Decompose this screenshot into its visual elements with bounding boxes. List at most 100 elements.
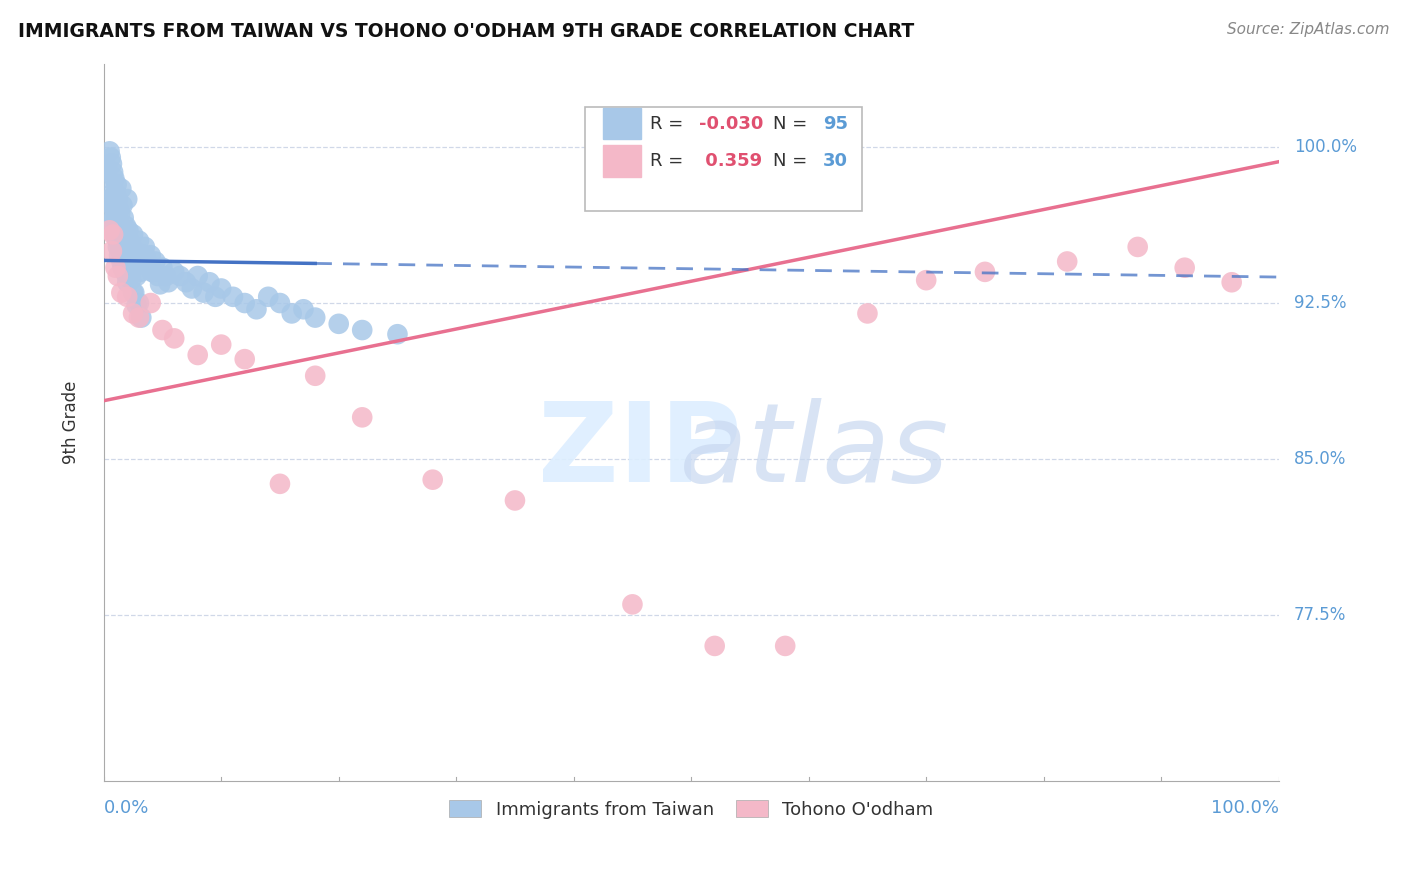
Point — [115, 275, 138, 289]
Point — [233, 352, 256, 367]
Point — [280, 306, 302, 320]
Point — [174, 275, 197, 289]
Point — [974, 265, 997, 279]
Point — [111, 254, 134, 268]
Point — [110, 254, 132, 268]
Point — [122, 227, 145, 242]
Point — [128, 310, 150, 325]
Point — [136, 256, 159, 270]
Point — [117, 265, 139, 279]
Point — [222, 290, 245, 304]
Point — [139, 260, 162, 275]
Point — [115, 268, 138, 283]
Point — [111, 260, 134, 275]
Point — [107, 234, 129, 248]
Text: ZIP: ZIP — [538, 398, 742, 505]
Point — [292, 302, 315, 317]
Point — [856, 306, 879, 320]
Point — [103, 171, 125, 186]
Point — [100, 151, 122, 165]
Point — [198, 275, 221, 289]
Text: atlas: atlas — [538, 398, 949, 505]
FancyBboxPatch shape — [603, 145, 641, 177]
Point — [131, 310, 153, 325]
Text: 95: 95 — [823, 114, 848, 133]
Text: N =: N = — [773, 152, 814, 169]
Point — [115, 290, 138, 304]
Point — [187, 348, 209, 362]
Point — [108, 202, 131, 217]
Point — [125, 268, 148, 283]
Text: 92.5%: 92.5% — [1294, 294, 1347, 312]
Text: 100.0%: 100.0% — [1211, 799, 1278, 817]
Point — [110, 285, 132, 300]
Point — [101, 157, 124, 171]
Point — [122, 306, 145, 320]
Point — [115, 192, 138, 206]
Point — [108, 248, 131, 262]
Point — [101, 213, 124, 227]
Point — [269, 296, 291, 310]
Point — [193, 285, 215, 300]
Point — [121, 254, 143, 268]
Point — [122, 285, 145, 300]
Point — [163, 265, 186, 279]
Point — [387, 327, 409, 342]
Point — [105, 178, 128, 192]
Point — [155, 268, 177, 283]
Point — [118, 234, 141, 248]
Point — [110, 227, 132, 242]
Point — [98, 192, 121, 206]
Point — [108, 207, 131, 221]
Point — [131, 248, 153, 262]
Text: -0.030: -0.030 — [699, 114, 763, 133]
Point — [139, 296, 162, 310]
Point — [134, 248, 156, 262]
Point — [96, 161, 118, 175]
Point — [187, 268, 209, 283]
Point — [103, 219, 125, 234]
Point — [180, 281, 202, 295]
Text: 0.0%: 0.0% — [104, 799, 149, 817]
Point — [124, 244, 146, 258]
Point — [141, 265, 163, 279]
Point — [108, 219, 131, 234]
Point — [773, 639, 796, 653]
Point — [245, 302, 267, 317]
Text: 77.5%: 77.5% — [1294, 606, 1347, 624]
Point — [114, 265, 136, 279]
Point — [503, 493, 526, 508]
Text: 0.359: 0.359 — [699, 152, 762, 169]
Point — [304, 310, 326, 325]
Point — [104, 186, 127, 200]
Point — [233, 296, 256, 310]
Point — [105, 232, 128, 246]
Point — [145, 254, 167, 268]
Point — [157, 275, 180, 289]
Point — [269, 476, 291, 491]
Point — [110, 182, 132, 196]
Point — [209, 337, 232, 351]
Point — [125, 298, 148, 312]
Point — [1220, 275, 1243, 289]
Point — [1174, 260, 1197, 275]
Point — [422, 473, 444, 487]
Point — [352, 323, 374, 337]
Point — [104, 260, 127, 275]
Point — [115, 219, 138, 234]
Text: 30: 30 — [823, 152, 848, 169]
Text: 85.0%: 85.0% — [1294, 450, 1347, 468]
Text: Source: ZipAtlas.com: Source: ZipAtlas.com — [1226, 22, 1389, 37]
Point — [104, 223, 127, 237]
FancyBboxPatch shape — [603, 108, 641, 139]
Point — [703, 639, 725, 653]
Point — [107, 192, 129, 206]
Point — [204, 290, 226, 304]
Point — [146, 268, 169, 283]
Point — [328, 317, 350, 331]
Point — [621, 598, 644, 612]
Point — [152, 260, 174, 275]
Point — [101, 186, 124, 200]
Point — [304, 368, 326, 383]
Point — [117, 223, 139, 237]
